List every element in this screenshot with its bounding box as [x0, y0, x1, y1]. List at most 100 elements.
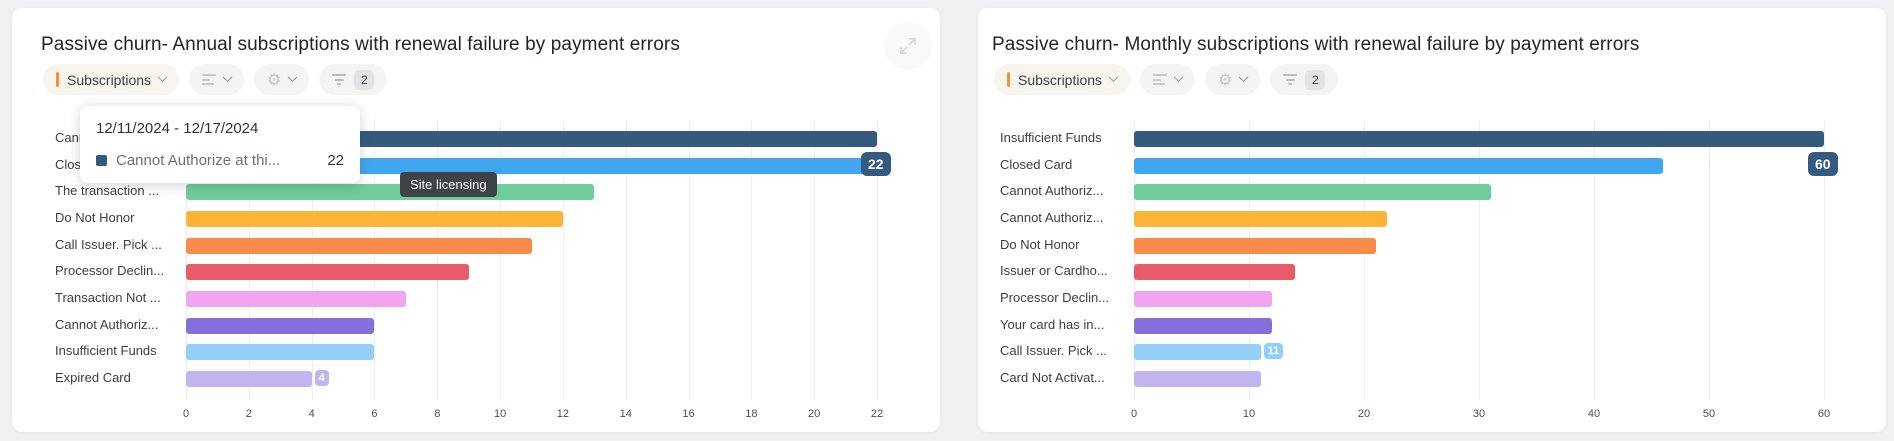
category-label: Insufficient Funds — [55, 343, 157, 359]
gridline — [877, 120, 878, 400]
dataset-accent-bar — [1007, 72, 1010, 87]
gridline — [374, 120, 376, 400]
category-label: Insufficient Funds — [1000, 130, 1102, 145]
x-tick-label: 10 — [1242, 408, 1256, 420]
x-tick-label: 0 — [1130, 408, 1138, 420]
category-label: Issuer or Cardho... — [1000, 263, 1108, 279]
x-tick-label: 20 — [808, 408, 821, 420]
gridline — [186, 120, 187, 400]
gridline — [1479, 120, 1480, 400]
bar-insufficient-funds[interactable] — [186, 344, 375, 361]
dataset-dropdown[interactable]: Subscriptions — [43, 64, 180, 95]
dataset-accent-bar — [56, 72, 59, 87]
panel-toolbar: Subscriptions ⚙ 2 — [43, 64, 388, 95]
x-tick-label: 2 — [245, 408, 252, 420]
dataset-label: Subscriptions — [1018, 71, 1103, 88]
chart-hover-tooltip: 12/11/2024 - 12/17/2024 Cannot Authorize… — [80, 106, 360, 183]
bar-cannot-authoriz-[interactable] — [1134, 184, 1491, 201]
gridline — [1249, 120, 1250, 400]
x-tick-label: 0 — [182, 408, 190, 420]
bar-chart-monthly: 0 10 20 30 40 50 60 Insufficient Funds Closed Ca… — [978, 8, 1886, 432]
dataset-dropdown[interactable]: Subscriptions — [994, 64, 1131, 95]
gridline — [1594, 120, 1595, 400]
bar-the-transaction-[interactable] — [186, 184, 595, 201]
value-badge: 4 — [314, 369, 329, 386]
bar-processor-declin-[interactable] — [1134, 290, 1272, 307]
x-tick-label: 10 — [493, 408, 507, 420]
tooltip-date-range: 12/11/2024 - 12/17/2024 — [96, 120, 259, 137]
value-badge: 60 — [1808, 152, 1838, 177]
chart-type-dropdown[interactable] — [1140, 64, 1196, 95]
lines-icon — [1153, 74, 1168, 85]
category-label: Do Not Honor — [55, 209, 135, 225]
bar-expired-card[interactable] — [186, 370, 312, 387]
x-tick-label: 22 — [870, 408, 884, 420]
bar-cannot-authoriz-[interactable] — [1134, 210, 1387, 227]
x-tick-label: 16 — [682, 408, 695, 420]
x-tick-label: 6 — [371, 408, 378, 420]
gridline — [1709, 120, 1710, 400]
gridline — [1824, 120, 1825, 400]
panel-title: Passive churn- Monthly subscriptions wit… — [992, 34, 1640, 55]
x-tick-label: 60 — [1817, 408, 1831, 420]
gridline — [248, 120, 250, 400]
filter-count-badge: 2 — [1305, 69, 1326, 90]
gridline — [500, 120, 502, 400]
value-badge: 22 — [861, 152, 891, 177]
gear-icon: ⚙ — [1218, 69, 1233, 89]
x-tick-label: 12 — [556, 408, 570, 420]
bar-processor-declin-[interactable] — [186, 264, 469, 281]
gridline — [814, 120, 816, 400]
gridline — [1134, 120, 1135, 400]
x-tick-label: 50 — [1702, 408, 1716, 420]
category-label: The transaction ... — [55, 183, 160, 199]
category-label: Card Not Activat... — [1000, 369, 1105, 385]
chart-type-dropdown[interactable] — [189, 64, 245, 95]
lines-icon — [202, 74, 217, 85]
x-tick-label: 40 — [1587, 408, 1601, 420]
x-tick-label: 4 — [308, 408, 315, 420]
bar-card-not-activat-[interactable] — [1134, 370, 1261, 387]
bar-closed-card[interactable] — [1134, 157, 1663, 174]
gridline — [625, 120, 627, 400]
bar-do-not-honor[interactable] — [1134, 237, 1376, 254]
bar-insufficient-funds[interactable] — [1134, 131, 1824, 147]
gridline — [311, 120, 313, 400]
bar-call-issuer-pick-[interactable] — [186, 237, 532, 254]
x-tick-label: 30 — [1472, 408, 1486, 420]
dataset-label: Subscriptions — [67, 71, 152, 88]
bar-your-card-has-in-[interactable] — [1134, 317, 1272, 334]
panel-title: Passive churn- Annual subscriptions with… — [41, 34, 680, 55]
gridline — [437, 120, 439, 400]
settings-dropdown[interactable]: ⚙ — [254, 64, 310, 95]
bar-do-not-honor[interactable] — [186, 210, 563, 227]
filter-button[interactable]: 2 — [319, 64, 388, 95]
bar-issuer-or-cardho-[interactable] — [1134, 264, 1295, 281]
value-badge: 11 — [1263, 343, 1284, 360]
category-label: Call Issuer. Pick ... — [55, 236, 162, 252]
gear-icon: ⚙ — [267, 69, 282, 89]
settings-dropdown[interactable]: ⚙ — [1205, 64, 1261, 95]
category-label: Cannot Authoriz... — [1000, 209, 1104, 225]
bar-call-issuer-pick-[interactable] — [1134, 344, 1261, 361]
category-label: Cannot Authoriz... — [55, 316, 159, 332]
filter-icon — [1283, 74, 1298, 85]
category-label: Closed Card — [1000, 156, 1073, 172]
site-licensing-tooltip: Site licensing — [400, 172, 497, 197]
filter-button[interactable]: 2 — [1270, 64, 1339, 95]
chart-panel-annual: Passive churn- Annual subscriptions with… — [12, 8, 940, 432]
panel-toolbar: Subscriptions ⚙ 2 — [994, 64, 1339, 95]
category-label: Do Not Honor — [1000, 236, 1080, 252]
x-tick-label: 14 — [619, 408, 632, 420]
category-label: Cannot Authoriz... — [1000, 183, 1104, 199]
expand-button[interactable] — [884, 22, 932, 70]
bar-transaction-not-[interactable] — [186, 290, 406, 307]
category-label: Expired Card — [55, 369, 131, 385]
filter-icon — [332, 74, 347, 85]
tooltip-series-value: 22 — [327, 152, 344, 169]
bar-cannot-authoriz-[interactable] — [186, 317, 375, 334]
gridline — [562, 120, 564, 400]
filter-count-badge: 2 — [354, 69, 375, 90]
x-tick-label: 18 — [745, 408, 758, 420]
